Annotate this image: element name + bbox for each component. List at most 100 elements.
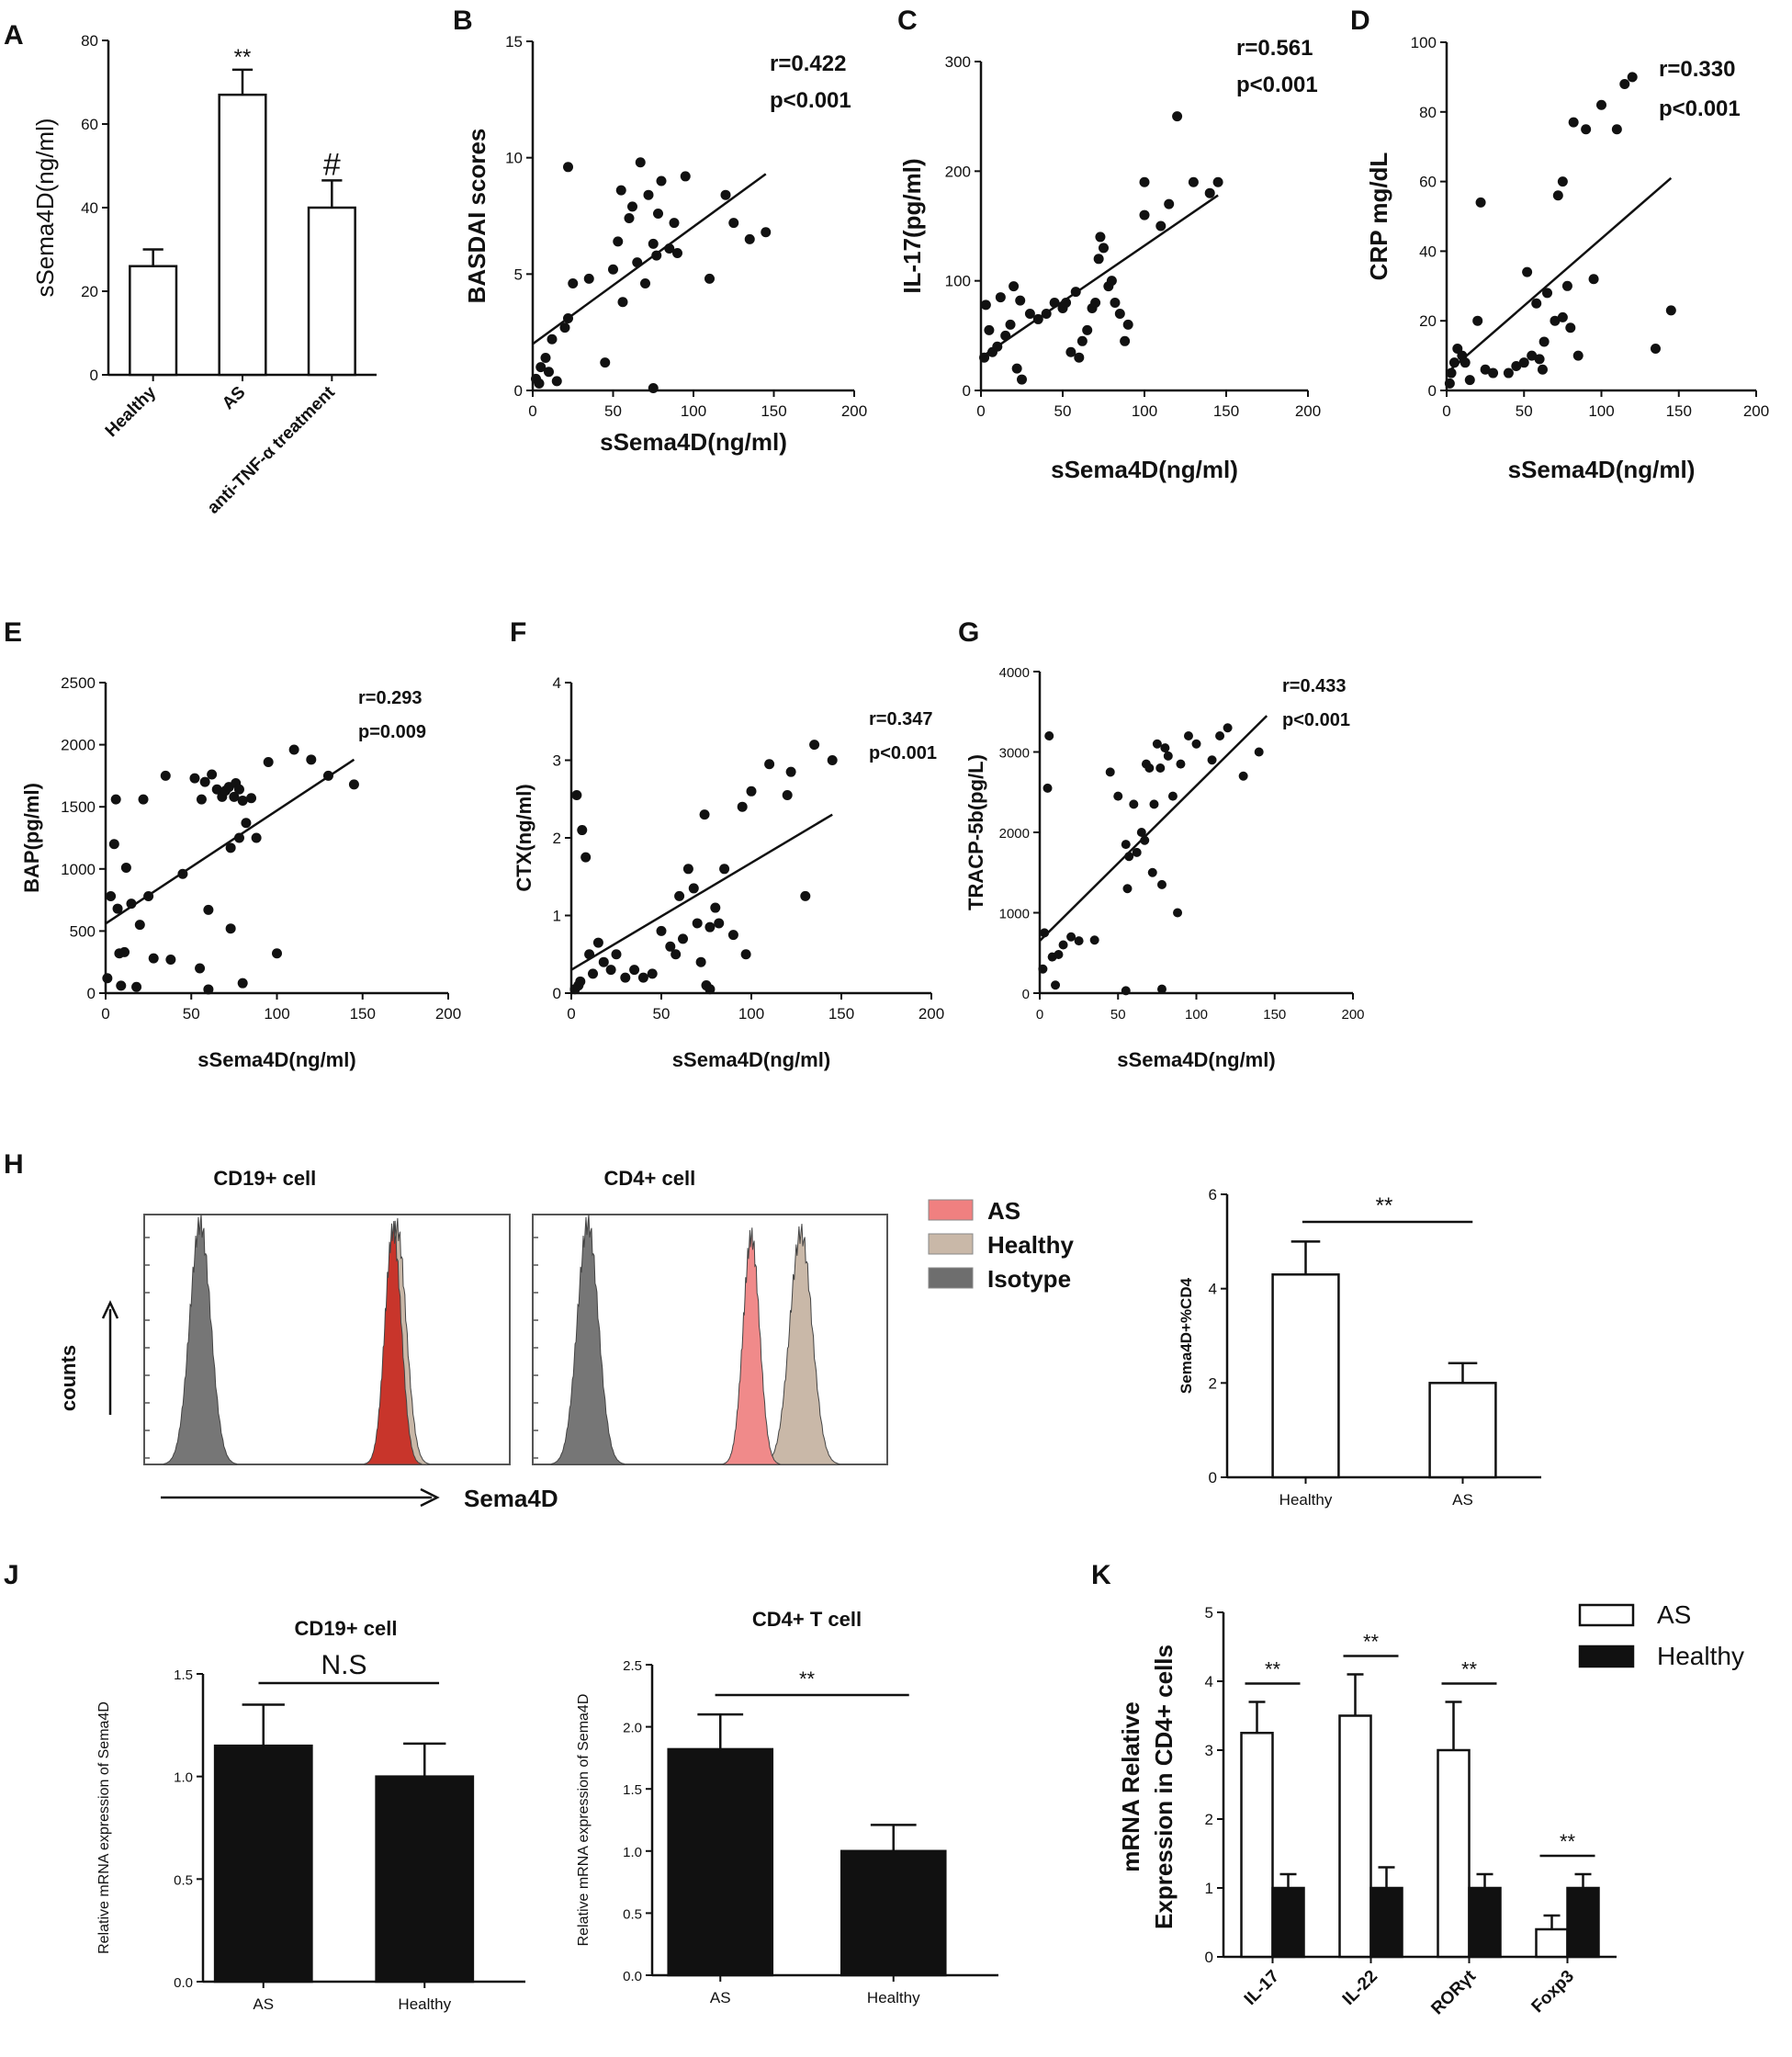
histogram-isotype	[163, 1214, 238, 1465]
significance-mark: #	[323, 147, 341, 182]
y-axis-label: Relative mRNA expression of Sema4D	[96, 1701, 112, 1954]
significance-mark: **	[799, 1667, 816, 1690]
data-point	[1542, 288, 1553, 299]
data-point	[1561, 280, 1572, 291]
data-point	[1238, 771, 1248, 781]
data-point	[1090, 298, 1101, 309]
x-tick-label: 100	[264, 1005, 289, 1023]
data-point	[648, 238, 659, 249]
x-category-label: IL-17	[1241, 1967, 1283, 2009]
data-point	[782, 790, 793, 801]
data-point	[1596, 99, 1606, 110]
bar-healthy-3	[1566, 1886, 1600, 1959]
data-point	[598, 956, 609, 967]
data-point	[237, 978, 248, 989]
y-tick-label: 0.0	[174, 1975, 193, 1991]
data-point	[624, 213, 635, 224]
panel-D: 0 20 40 60 80 100 0 50 100 150 200 r=0.330 p<0.001 sS…	[1350, 6, 1769, 483]
correlation-r: r=0.347	[869, 709, 933, 729]
histogram-title: CD4+ cell	[604, 1167, 696, 1190]
y-tick-label: 2000	[61, 737, 96, 754]
x-tick-label: 0	[101, 1005, 109, 1023]
correlation-p: p<0.001	[1236, 73, 1318, 97]
y-tick-label: 0	[1209, 1469, 1217, 1486]
data-point	[1568, 117, 1579, 128]
data-point	[740, 949, 751, 960]
data-point	[800, 890, 811, 901]
data-point	[1503, 367, 1514, 379]
y-tick-label: 2	[1205, 1811, 1213, 1828]
data-point	[1038, 964, 1048, 974]
data-point	[653, 208, 663, 219]
data-point	[647, 968, 658, 979]
data-point	[203, 904, 214, 915]
data-point	[1093, 254, 1104, 265]
data-point	[571, 790, 582, 801]
y-tick-label: 1.5	[623, 1782, 642, 1798]
data-point	[251, 832, 262, 843]
data-point	[225, 842, 236, 853]
data-point	[680, 171, 691, 182]
y-axis-label-line2: Expression in CD4+ cells	[1150, 1644, 1178, 1929]
significance-mark: N.S	[321, 1650, 366, 1680]
data-point	[540, 353, 551, 364]
data-point	[559, 322, 570, 333]
data-point	[1110, 298, 1121, 309]
panel-F: 0 1 2 3 4 0 50 100 150 200 r=0.347 p<0.001 sSema4D(n…	[510, 617, 944, 1071]
data-point	[131, 981, 142, 992]
data-point	[237, 795, 248, 806]
x-tick-label: 150	[1213, 402, 1239, 420]
bar-as-3	[1535, 1927, 1569, 1959]
data-point	[229, 791, 240, 802]
x-tick-label: 150	[761, 402, 786, 420]
legend-label: AS	[987, 1197, 1020, 1225]
correlation-p: p<0.001	[869, 743, 937, 763]
y-tick-label: 2	[1209, 1374, 1217, 1392]
significance-mark: **	[1265, 1658, 1281, 1681]
data-point	[1223, 723, 1233, 733]
data-point	[1044, 731, 1054, 740]
y-tick-label: 1.0	[623, 1845, 642, 1860]
regression-line	[1446, 176, 1673, 374]
data-point	[1552, 190, 1563, 201]
data-point	[1015, 295, 1026, 306]
histogram-as	[364, 1220, 423, 1465]
x-category-label: Healthy	[102, 382, 161, 441]
data-point	[1120, 335, 1131, 346]
correlation-p: p<0.001	[1659, 96, 1741, 121]
data-point	[720, 189, 731, 200]
counts-label: counts	[57, 1345, 80, 1411]
data-point	[246, 793, 257, 804]
x-tick-label: 0	[528, 402, 536, 420]
y-tick-label: 20	[81, 283, 98, 300]
data-point	[1095, 232, 1106, 243]
x-tick-label: 150	[1263, 1007, 1286, 1023]
y-tick-label: 20	[1419, 312, 1437, 330]
data-point	[119, 946, 130, 957]
data-point	[577, 825, 588, 836]
x-tick-label: 0	[1442, 402, 1450, 420]
x-tick-label: 50	[1516, 402, 1533, 420]
data-point	[608, 264, 618, 275]
y-axis-label-line1: mRNA Relative	[1117, 1701, 1144, 1871]
y-tick-label: 1000	[999, 907, 1030, 922]
data-point	[1074, 936, 1084, 946]
data-point	[674, 890, 685, 901]
data-point	[746, 786, 757, 797]
regression-line	[105, 758, 355, 925]
data-point	[704, 921, 716, 932]
data-point	[1475, 197, 1486, 208]
data-point	[1058, 940, 1068, 950]
y-tick-label: 0	[90, 367, 98, 384]
x-category-label: AS	[710, 1989, 731, 2006]
data-point	[535, 362, 547, 373]
data-point	[1581, 124, 1592, 135]
x-tick-label: 200	[841, 402, 867, 420]
legend-swatch-isotype	[928, 1267, 974, 1289]
data-point	[592, 937, 603, 948]
panel-label: A	[4, 20, 24, 51]
y-tick-label: 0	[87, 985, 96, 1002]
data-point	[116, 980, 127, 991]
x-category-label: AS	[253, 1995, 274, 2013]
